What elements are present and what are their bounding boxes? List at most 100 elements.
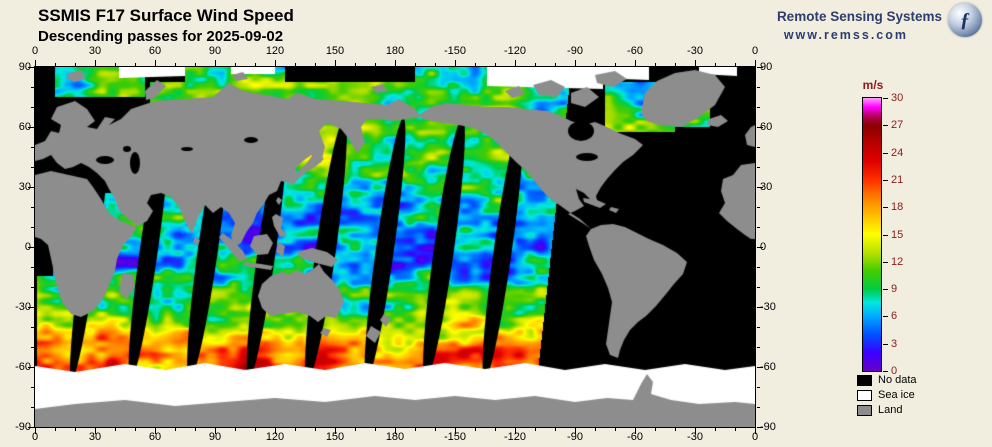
- lat-tick-label-right: 60: [760, 121, 773, 133]
- axis-tick-minor: [355, 428, 356, 431]
- axis-tick-minor: [175, 428, 176, 431]
- lon-tick-label-bottom: 120: [265, 431, 285, 443]
- axis-tick-minor: [735, 428, 736, 431]
- lon-tick-label-bottom: -60: [627, 431, 643, 443]
- axis-tick: [455, 428, 456, 434]
- axis-tick-minor: [655, 63, 656, 66]
- axis-tick: [635, 60, 636, 66]
- axis-tick-minor: [757, 387, 760, 388]
- axis-tick-minor: [115, 63, 116, 66]
- axis-tick: [695, 60, 696, 66]
- axis-tick-minor: [757, 267, 760, 268]
- colorbar-tick: [883, 98, 888, 99]
- axis-tick: [755, 60, 756, 66]
- axis-tick-minor: [415, 63, 416, 66]
- lon-tick-label-bottom: -120: [503, 431, 527, 443]
- lat-tick-label-right: -30: [760, 301, 776, 313]
- axis-tick: [335, 428, 336, 434]
- lon-tick-label-bottom: 30: [88, 431, 102, 443]
- lon-tick-label-bottom: -30: [687, 431, 703, 443]
- axis-tick: [28, 307, 34, 308]
- axis-tick-minor: [31, 147, 34, 148]
- axis-tick-minor: [235, 428, 236, 431]
- colorbar-tick: [883, 316, 888, 317]
- brand-url-link[interactable]: www.remss.com: [783, 28, 908, 42]
- legend-item: Sea ice: [857, 389, 952, 402]
- axis-tick: [757, 247, 763, 248]
- colorbar-tick: [883, 262, 888, 263]
- map-subtitle: Descending passes for 2025-09-02: [38, 28, 284, 45]
- axis-tick: [455, 60, 456, 66]
- lon-tick-label-top: 120: [265, 45, 285, 57]
- axis-tick: [695, 428, 696, 434]
- axis-tick-minor: [31, 107, 34, 108]
- axis-tick-minor: [495, 428, 496, 431]
- axis-tick-minor: [375, 63, 376, 66]
- lon-tick-label-top: 0: [31, 45, 39, 57]
- axis-tick-minor: [555, 428, 556, 431]
- lon-tick-label-bottom: 0: [31, 431, 39, 443]
- legend-item: Land: [857, 404, 952, 417]
- axis-tick-minor: [675, 428, 676, 431]
- legend-label: Sea ice: [878, 389, 915, 401]
- axis-tick: [28, 127, 34, 128]
- axis-tick-minor: [55, 63, 56, 66]
- lat-tick-label-left: 60: [18, 121, 31, 133]
- legend-label: No data: [878, 374, 917, 386]
- axis-tick: [515, 428, 516, 434]
- remss-globe-logo[interactable]: ƒ: [948, 3, 982, 37]
- lon-tick-label-top: 150: [325, 45, 345, 57]
- lat-tick-label-left: 90: [18, 61, 31, 73]
- lat-tick-label-right: -90: [760, 421, 776, 433]
- colorbar-tick-label: 6: [891, 310, 898, 322]
- legend-swatch-land: [857, 405, 872, 416]
- axis-tick-minor: [31, 347, 34, 348]
- axis-tick: [28, 67, 34, 68]
- axis-tick: [757, 187, 763, 188]
- axis-tick-minor: [115, 428, 116, 431]
- axis-tick-minor: [31, 267, 34, 268]
- axis-tick-minor: [757, 407, 760, 408]
- lon-tick-label-top: -30: [687, 45, 703, 57]
- lat-tick-label-left: -90: [15, 421, 31, 433]
- axis-tick-minor: [435, 63, 436, 66]
- axis-tick-minor: [495, 63, 496, 66]
- colorbar-tick: [883, 207, 888, 208]
- axis-tick-minor: [535, 428, 536, 431]
- colorbar-tick-label: 30: [891, 92, 904, 104]
- colorbar-tick: [883, 289, 888, 290]
- axis-tick-minor: [735, 63, 736, 66]
- colorbar-tick-label: 3: [891, 338, 898, 350]
- legend-swatch-sea-ice: [857, 390, 872, 401]
- colorbar-tick-label: 9: [891, 283, 898, 295]
- axis-tick-minor: [435, 428, 436, 431]
- brand-name: Remote Sensing Systems: [776, 9, 942, 24]
- axis-tick-minor: [615, 428, 616, 431]
- axis-tick-minor: [135, 63, 136, 66]
- lon-tick-label-top: -90: [567, 45, 583, 57]
- axis-tick-minor: [757, 227, 760, 228]
- legend-item: No data: [857, 374, 952, 387]
- colorbar-tick-label: 27: [891, 119, 904, 131]
- axis-tick: [28, 247, 34, 248]
- colorbar-tick: [883, 180, 888, 181]
- lon-tick-label-top: 180: [385, 45, 405, 57]
- lon-tick-label-top: 30: [88, 45, 102, 57]
- axis-tick-minor: [595, 63, 596, 66]
- lat-tick-label-left: 30: [18, 181, 31, 193]
- axis-tick-minor: [135, 428, 136, 431]
- axis-tick-minor: [675, 63, 676, 66]
- lat-tick-label-left: 0: [2, 240, 31, 254]
- axis-tick-minor: [31, 387, 34, 388]
- axis-tick: [28, 427, 34, 428]
- axis-tick: [28, 187, 34, 188]
- lon-tick-label-top: 0: [751, 45, 759, 57]
- axis-tick-minor: [315, 63, 316, 66]
- axis-tick-minor: [615, 63, 616, 66]
- lat-tick-label-right: -60: [760, 361, 776, 373]
- colorbar-tick-label: 0: [891, 365, 898, 377]
- axis-tick: [275, 60, 276, 66]
- axis-tick-minor: [415, 428, 416, 431]
- axis-tick-minor: [255, 63, 256, 66]
